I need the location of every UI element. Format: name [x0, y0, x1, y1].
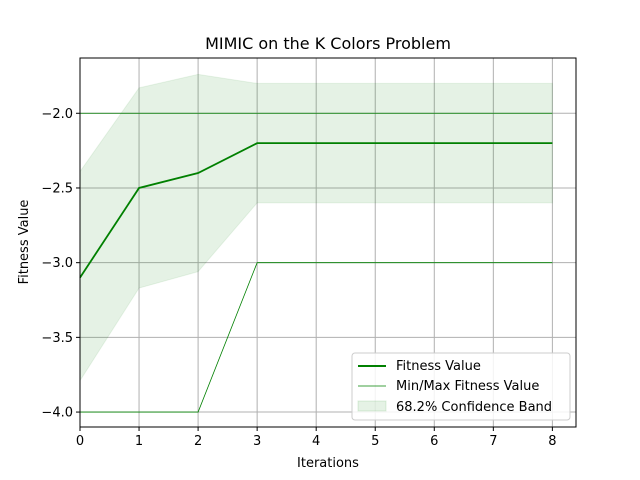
x-tick-label: 0 [76, 434, 84, 449]
y-tick-label: −2.5 [41, 181, 73, 196]
fitness-value-line [79, 142, 553, 279]
y-tick-label: −3.0 [41, 256, 73, 271]
legend-box [351, 352, 571, 421]
legend: Fitness Value Min/Max Fitness Value 68.2… [351, 352, 571, 421]
min-max-layer [80, 112, 553, 413]
plot-area [79, 57, 577, 428]
confidence-band-layer [79, 73, 553, 383]
y-tick-label: −3.5 [41, 331, 73, 346]
x-tick-label: 7 [489, 434, 497, 449]
x-axis-label: Iterations [297, 456, 359, 471]
x-tick-label: 2 [194, 434, 202, 449]
legend-label-fitness-value: Fitness Value [396, 359, 481, 374]
confidence-band [79, 73, 553, 383]
legend-label-min-max: Min/Max Fitness Value [396, 379, 539, 394]
x-tick-label: 1 [135, 434, 143, 449]
y-axis-ticks: −4.0 −3.5 −3.0 −2.5 −2.0 [41, 107, 80, 421]
x-tick-label: 6 [430, 434, 438, 449]
y-tick-label: −2.0 [41, 107, 73, 122]
legend-label-confidence-band: 68.2% Confidence Band [396, 400, 552, 415]
x-axis-ticks: 0 1 2 3 4 5 6 7 8 [76, 427, 557, 449]
legend-swatch-confidence-band [357, 400, 387, 412]
x-tick-label: 4 [312, 434, 320, 449]
min-fitness-line [80, 262, 553, 413]
plot-frame [79, 57, 577, 428]
x-tick-label: 5 [371, 434, 379, 449]
x-tick-label: 8 [548, 434, 556, 449]
x-tick-label: 3 [253, 434, 261, 449]
y-tick-label: −4.0 [41, 406, 73, 421]
y-axis-label: Fitness Value [17, 200, 32, 285]
fitness-line-layer [79, 142, 553, 279]
chart-title: MIMIC on the K Colors Problem [205, 34, 451, 53]
